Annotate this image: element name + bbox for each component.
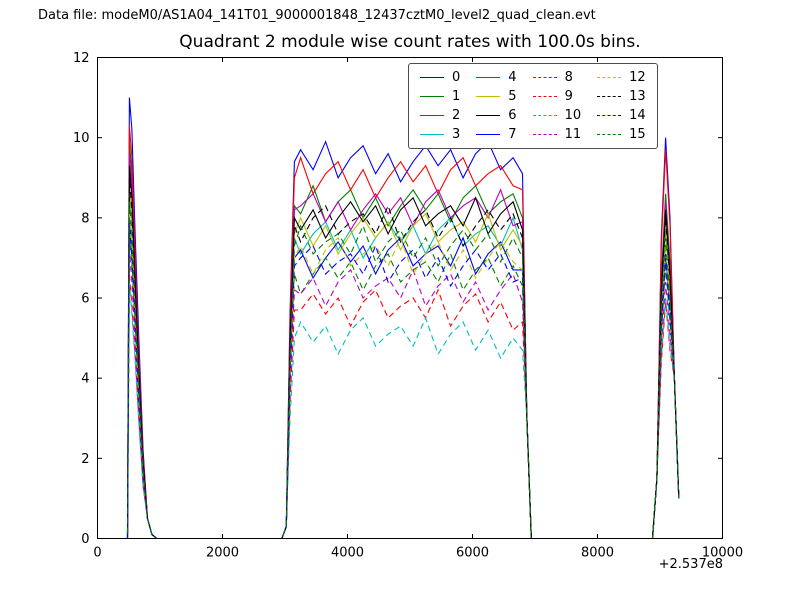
x-tick-label: 8000 (581, 546, 614, 561)
legend-item-7: 7 (476, 127, 517, 142)
legend-label: 10 (564, 108, 582, 123)
series-line-2 (122, 125, 680, 539)
y-tick-label: 4 (81, 372, 89, 387)
legend-item-2: 2 (420, 108, 460, 123)
legend-item-12: 12 (597, 70, 646, 85)
series-line-14 (122, 225, 680, 539)
legend-line-sample (476, 96, 501, 97)
series-line-11 (122, 249, 680, 539)
legend-line-sample (476, 134, 501, 135)
legend-label: 8 (564, 70, 573, 85)
legend-line-sample (532, 134, 557, 135)
datafile-label: Data file: modeM0/AS1A04_141T01_90000018… (38, 8, 596, 23)
y-tick-label: 8 (81, 211, 89, 226)
legend: 0 4 8 12 1 5 9 13 2 6 10 14 3 7 11 15 (408, 63, 658, 149)
series-line-9 (122, 273, 680, 539)
legend-label: 2 (452, 108, 461, 123)
y-tick-label: 10 (73, 131, 90, 146)
y-tick-label: 0 (81, 532, 89, 547)
legend-item-14: 14 (597, 108, 646, 123)
legend-line-sample (420, 96, 444, 97)
series-lines (122, 97, 680, 539)
y-tick-label: 12 (73, 51, 90, 66)
legend-item-4: 4 (476, 70, 517, 85)
legend-line-sample (476, 77, 501, 78)
x-tick-label: 2000 (206, 546, 239, 561)
legend-label: 0 (452, 70, 461, 85)
legend-line-sample (420, 115, 444, 116)
legend-item-5: 5 (476, 89, 517, 104)
series-line-12 (122, 213, 680, 539)
legend-line-sample (532, 77, 557, 78)
legend-label: 15 (629, 127, 646, 142)
legend-line-sample (597, 77, 622, 78)
legend-label: 13 (629, 89, 646, 104)
series-line-4 (122, 153, 680, 539)
legend-label: 5 (508, 89, 517, 104)
legend-item-9: 9 (532, 89, 582, 104)
x-tick-label: 4000 (331, 546, 364, 561)
y-tick-label: 2 (81, 452, 89, 467)
legend-label: 12 (629, 70, 646, 85)
chart-title: Quadrant 2 module wise count rates with … (179, 32, 641, 52)
x-tick-label: 6000 (456, 546, 489, 561)
legend-item-8: 8 (532, 70, 582, 85)
legend-label: 14 (629, 108, 646, 123)
legend-item-3: 3 (420, 127, 460, 142)
x-tick-label: 0 (93, 546, 101, 561)
series-line-15 (122, 201, 680, 539)
series-line-10 (122, 281, 680, 539)
legend-item-1: 1 (420, 89, 460, 104)
legend-line-sample (597, 96, 622, 97)
legend-item-6: 6 (476, 108, 517, 123)
legend-item-11: 11 (532, 127, 582, 142)
series-line-8 (122, 233, 680, 539)
legend-label: 3 (452, 127, 461, 142)
legend-line-sample (420, 77, 444, 78)
legend-item-13: 13 (597, 89, 646, 104)
legend-label: 6 (508, 108, 517, 123)
legend-label: 4 (508, 70, 517, 85)
y-tick-label: 6 (81, 292, 89, 307)
series-line-7 (122, 217, 680, 539)
legend-line-sample (597, 115, 622, 116)
legend-line-sample (532, 96, 557, 97)
legend-item-0: 0 (420, 70, 460, 85)
series-line-1 (122, 141, 680, 539)
legend-item-10: 10 (532, 108, 582, 123)
legend-line-sample (476, 115, 501, 116)
legend-item-15: 15 (597, 127, 646, 142)
x-tick-label: 10000 (702, 546, 743, 561)
series-line-13 (122, 177, 680, 539)
legend-label: 1 (452, 89, 461, 104)
series-line-0 (122, 97, 680, 539)
series-line-6 (122, 165, 680, 539)
x-axis-offset-label: +2.537e8 (658, 557, 723, 572)
legend-label: 7 (508, 127, 517, 142)
series-line-3 (122, 193, 680, 539)
legend-label: 11 (564, 127, 582, 142)
legend-line-sample (532, 115, 557, 116)
legend-label: 9 (564, 89, 573, 104)
legend-line-sample (597, 134, 622, 135)
legend-line-sample (420, 134, 444, 135)
